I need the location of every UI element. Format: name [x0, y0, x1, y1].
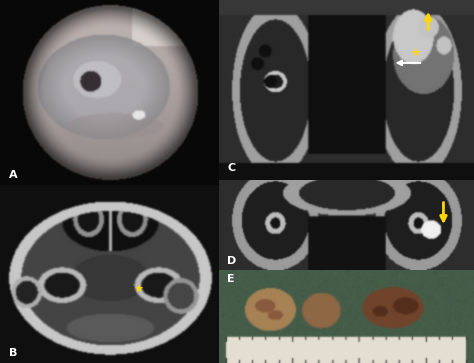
Text: A: A: [9, 170, 18, 180]
Text: ★: ★: [410, 49, 420, 59]
Text: C: C: [227, 163, 235, 173]
Text: D: D: [227, 256, 237, 266]
Text: E: E: [227, 274, 235, 284]
Text: B: B: [9, 348, 17, 358]
Text: ★: ★: [133, 285, 143, 295]
